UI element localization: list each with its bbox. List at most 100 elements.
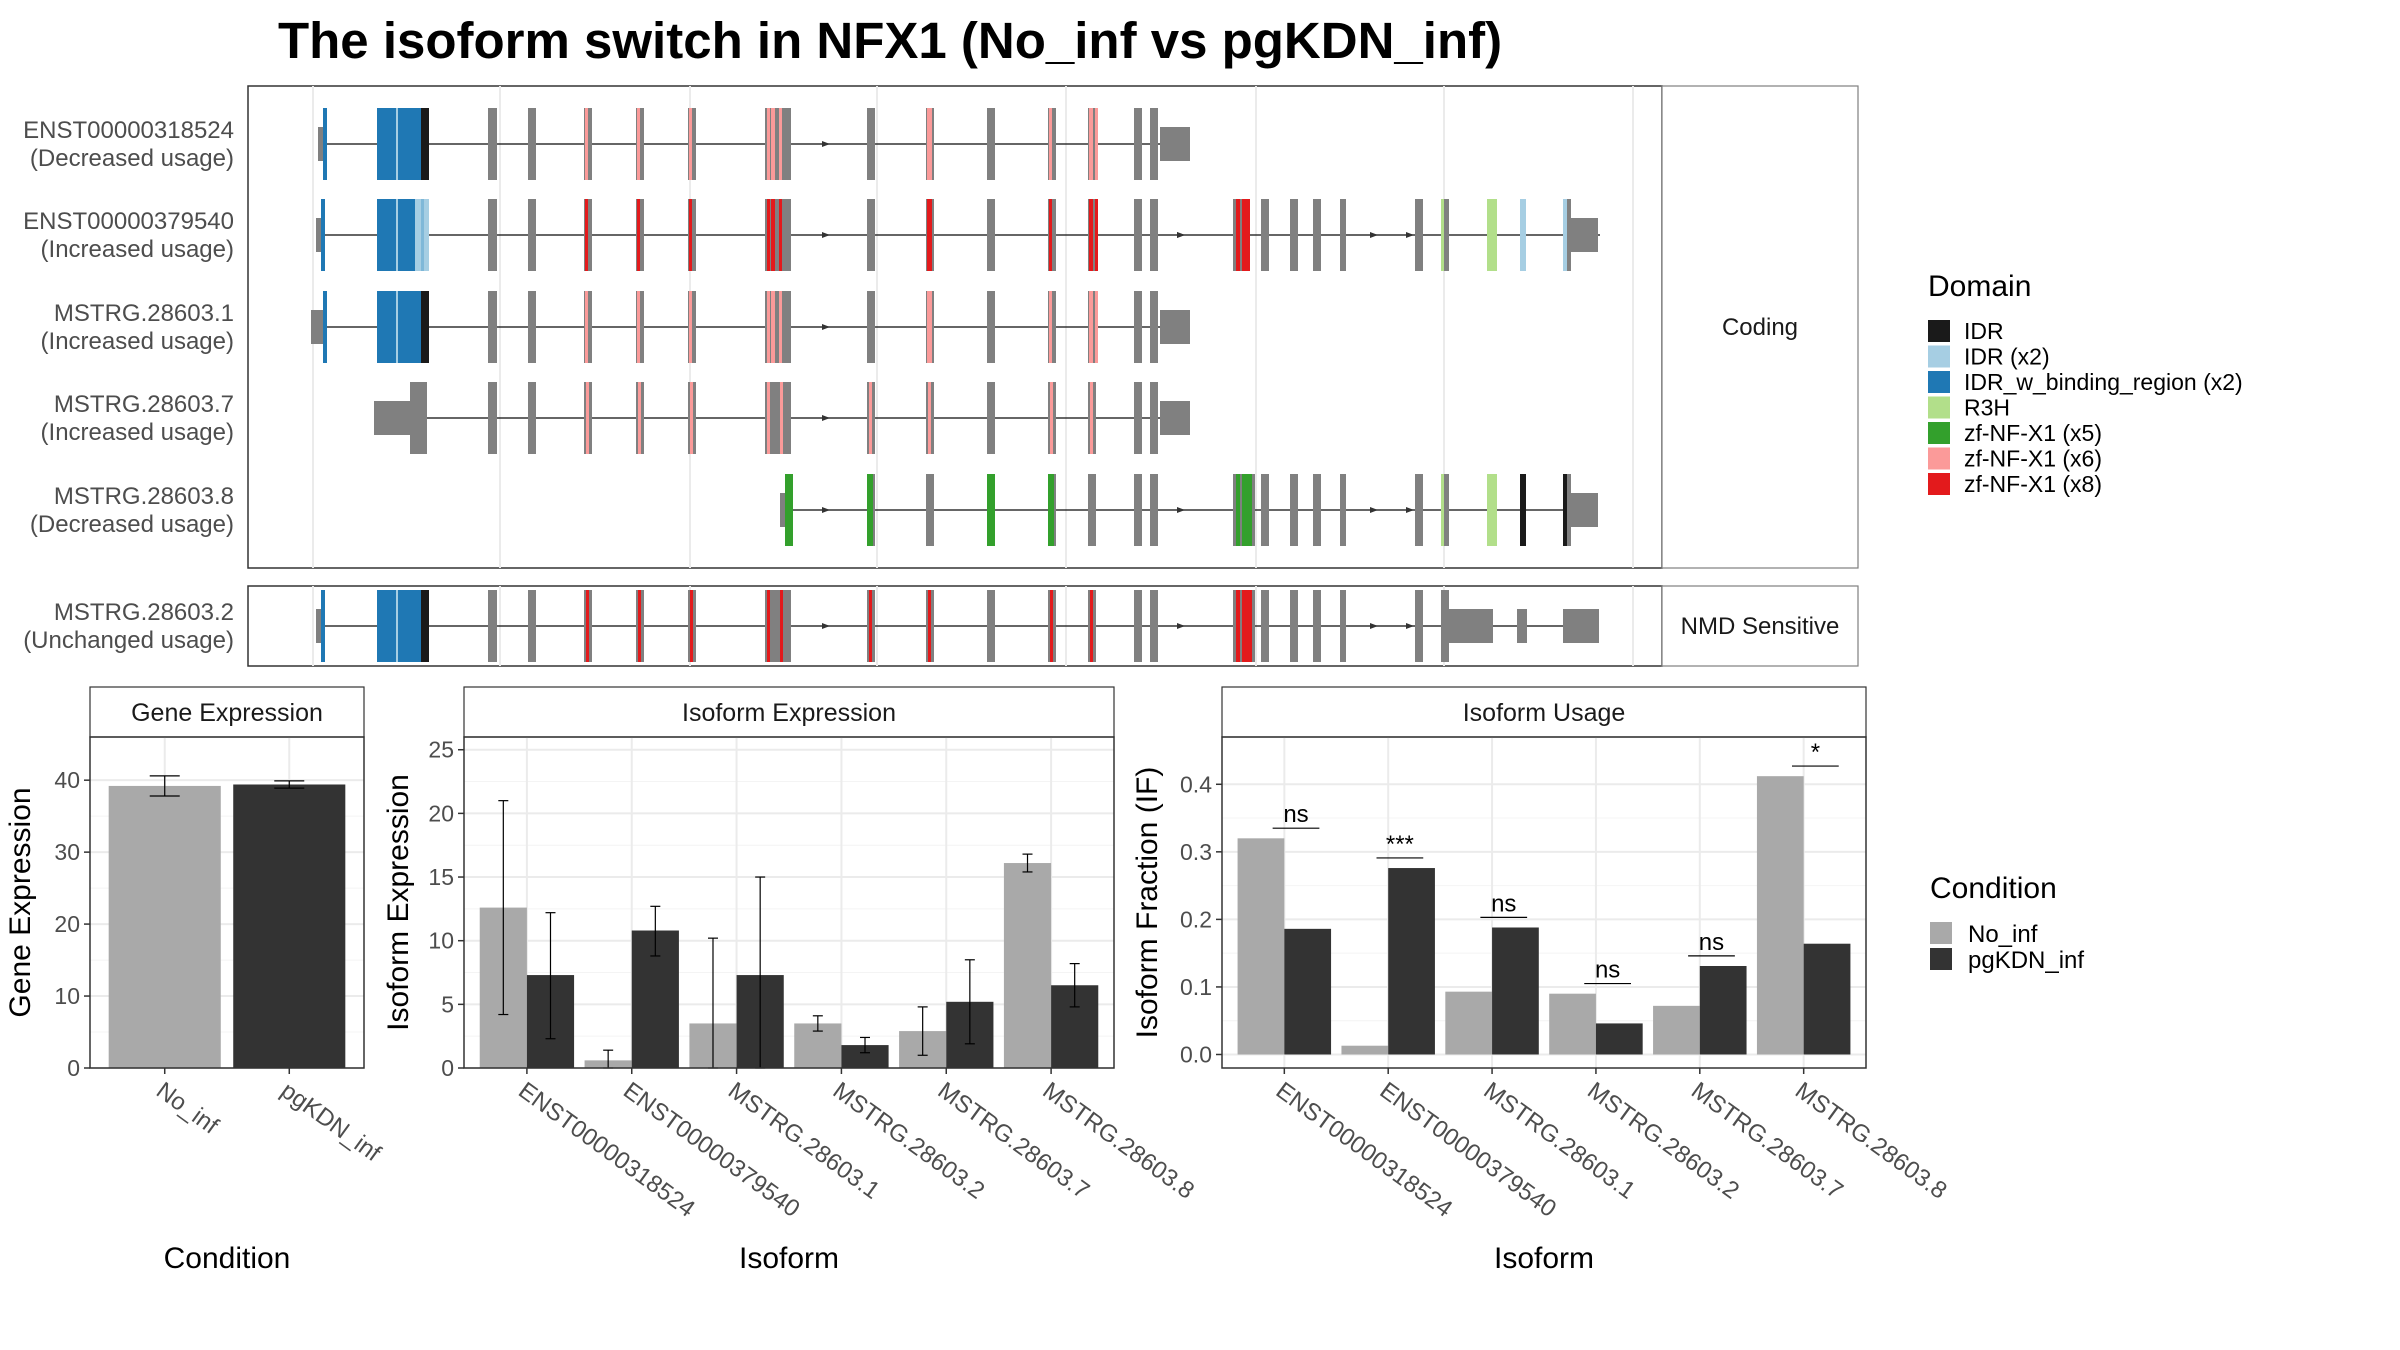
isoform-label: ENST00000318524 [23, 117, 234, 144]
domain-segment [1236, 199, 1240, 271]
panel-border [1221, 736, 1867, 1069]
isoform-label: MSTRG.28603.1 [54, 300, 234, 327]
bar [1492, 927, 1539, 1055]
y-tick-label: 5 [441, 991, 454, 1017]
domain-segment [1563, 199, 1567, 271]
bar [1388, 868, 1435, 1055]
legend-swatch [1928, 447, 1950, 470]
domain-segment [771, 108, 775, 180]
bar [1003, 863, 1052, 1068]
y-tick-label: 15 [428, 864, 454, 890]
domain-segment [585, 108, 588, 180]
exon [318, 127, 324, 161]
domain-segment [927, 199, 932, 271]
domain-segment [780, 382, 783, 454]
domain-segment [767, 590, 770, 662]
panel-strip [463, 686, 1115, 738]
exon [1261, 199, 1269, 271]
exon [987, 291, 995, 363]
domain-segment [927, 291, 932, 363]
exon [488, 291, 497, 363]
exon [1160, 127, 1190, 161]
isoform-label: MSTRG.28603.2 [54, 599, 234, 626]
y-tick-label: 10 [428, 928, 454, 954]
isoform-usage-chart: Isoform Usage ns *** ns ns ns * 0.0 0.1 0.2 0.3 0.4… [1131, 686, 1952, 1275]
domain-segment [421, 590, 429, 662]
exon [1517, 609, 1527, 643]
isoform-label: MSTRG.28603.8 [54, 483, 234, 510]
direction-arrow [1370, 623, 1378, 629]
exon [1261, 474, 1269, 546]
domain-segment [928, 382, 931, 454]
isoform-usage-label: (Unchanged usage) [23, 627, 234, 654]
legend-label: zf-NF-X1 (x8) [1964, 471, 2102, 497]
direction-arrow [1177, 232, 1185, 238]
legend-label: IDR [1964, 318, 2004, 344]
exon [1150, 590, 1158, 662]
isoform-usage-label: (Decreased usage) [30, 145, 234, 172]
exon [1415, 199, 1423, 271]
domain-segment [1242, 474, 1252, 546]
y-tick-label: 0 [67, 1055, 80, 1081]
panel-title: Gene Expression [131, 699, 323, 727]
direction-arrow [822, 324, 830, 330]
bar [1595, 1023, 1643, 1055]
direction-arrow [1406, 507, 1414, 513]
exon [1134, 108, 1142, 180]
exon [1441, 474, 1449, 546]
y-axis-title: Isoform Expression [382, 774, 415, 1031]
domain-segment [779, 108, 782, 180]
domain-segment [396, 590, 398, 662]
y-axis-title: Isoform Fraction (IF) [1131, 767, 1164, 1039]
panel-title: Isoform Usage [1463, 699, 1626, 727]
legend-label: IDR_w_binding_region (x2) [1964, 369, 2243, 395]
figure-title: The isoform switch in NFX1 (No_inf vs pg… [278, 12, 1502, 69]
domain-segment [869, 590, 872, 662]
exon [1340, 474, 1346, 546]
domain-segment [1089, 108, 1093, 180]
bar [233, 784, 346, 1068]
exon [1415, 474, 1423, 546]
y-tick-label: 0.1 [1180, 974, 1212, 1000]
bar [1549, 993, 1596, 1055]
exon [323, 291, 327, 363]
domain-segment [1095, 291, 1098, 363]
isoform-label: ENST00000379540 [23, 208, 234, 235]
domain-segment [638, 382, 641, 454]
significance-label: ns [1595, 957, 1620, 984]
exon [1134, 474, 1142, 546]
x-tick-label: ENST00000379540 [618, 1077, 804, 1223]
exon [1290, 199, 1298, 271]
exon [528, 291, 536, 363]
legend-swatch [1930, 948, 1952, 970]
domain-segment [1520, 199, 1526, 271]
bar [1341, 1045, 1389, 1055]
domain-segment [1441, 199, 1444, 271]
legend-label: pgKDN_inf [1968, 947, 2084, 974]
legend-swatch [1928, 345, 1950, 368]
bar [1756, 776, 1804, 1055]
exon [1340, 199, 1346, 271]
x-tick-label: ENST00000379540 [1375, 1077, 1561, 1223]
exon [321, 590, 325, 662]
domain-segment [869, 382, 872, 454]
significance-label: *** [1386, 831, 1414, 858]
exon [926, 474, 934, 546]
direction-arrow [1177, 507, 1185, 513]
legend-label: No_inf [1968, 921, 2038, 948]
domain-segment [1090, 382, 1093, 454]
exon [867, 108, 875, 180]
exon [488, 199, 497, 271]
exon [1261, 590, 1269, 662]
nmd-strip [1661, 585, 1859, 667]
significance-label: ns [1699, 929, 1724, 956]
bar [841, 1045, 889, 1068]
isoform-label: MSTRG.28603.7 [54, 391, 234, 418]
exon [1160, 310, 1190, 344]
exon [780, 493, 786, 527]
domain-segment [767, 199, 770, 271]
domain-segment [1050, 382, 1053, 454]
exon [1150, 382, 1158, 454]
x-axis-title: Isoform [1494, 1242, 1594, 1275]
